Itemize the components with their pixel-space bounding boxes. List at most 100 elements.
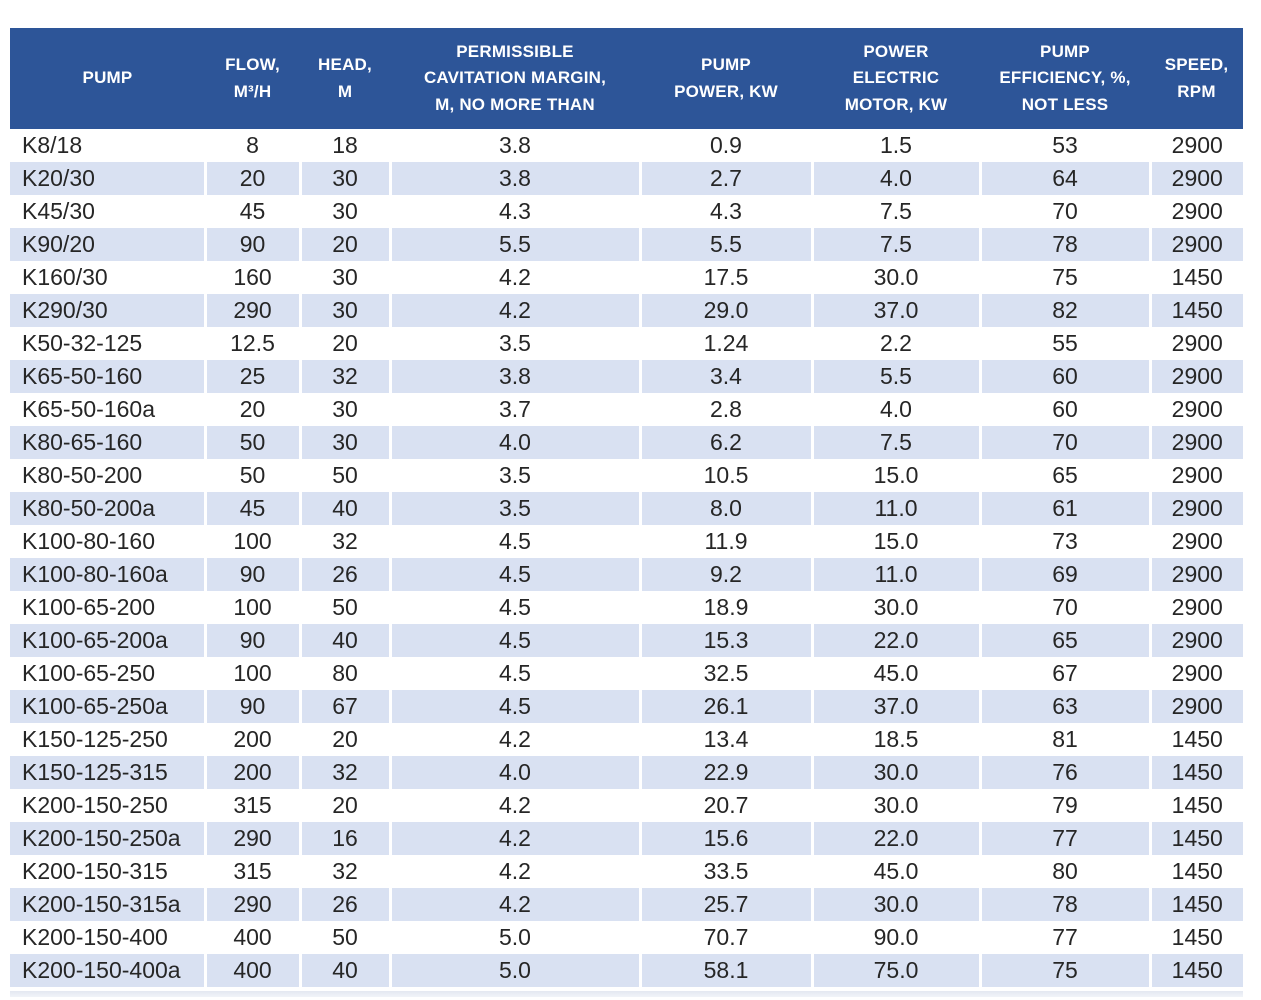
table-cell: 30 [300, 261, 392, 294]
table-cell: 4.5 [390, 558, 642, 591]
table-cell: 30 [300, 426, 392, 459]
table-cell: 4.5 [390, 591, 642, 624]
table-cell: 82 [980, 294, 1152, 327]
table-cell: 78 [980, 228, 1152, 261]
table-row: K200-150-250a 290 16 4.2 15.6 22.0 77 1450 [10, 822, 1243, 855]
table-cell: 69 [980, 558, 1152, 591]
table-cell: 6.2 [640, 426, 814, 459]
table-cell: 40 [300, 954, 392, 987]
table-cell: 50 [300, 459, 392, 492]
table-cell: 20 [300, 789, 392, 822]
table-cell: 2900 [1171, 330, 1223, 356]
pump-spec-table: PUMP FLOW, M³/H HEAD, M PERMISSIBLE CAVITAT… [10, 28, 1243, 987]
table-cell: 4.5 [390, 525, 642, 558]
table-cell: 2.8 [640, 393, 814, 426]
table-cell: 2900 [1150, 690, 1243, 723]
table-cell: 75 [980, 261, 1152, 294]
table-row: K65-50-160a 20 30 3.7 2.8 4.0 60 2900 [10, 393, 1243, 426]
header-row: PUMP FLOW, M³/H HEAD, M PERMISSIBLE CAVITAT… [10, 28, 1243, 129]
table-cell: 13.4 [640, 723, 814, 756]
table-row: K100-80-160a 90 26 4.5 9.2 11.0 69 2900 [10, 558, 1243, 591]
table-cell: 45.0 [812, 657, 982, 690]
table-cell: 64 [980, 162, 1152, 195]
table-cell: 290 [205, 888, 302, 921]
pump-name-cell: K80-65-160 [10, 426, 207, 459]
table-cell: 10.5 [640, 459, 814, 492]
table-cell: 70 [980, 591, 1152, 624]
table-row: K100-80-160 100 32 4.5 11.9 15.0 73 2900 [10, 525, 1243, 558]
table-cell: 2.7 [640, 162, 814, 195]
table-cell: 20 [300, 327, 392, 360]
table-cell: 67 [980, 657, 1152, 690]
table-cell: 100 [205, 525, 302, 558]
table-cell: 29.0 [640, 294, 814, 327]
table-cell: 4.3 [390, 195, 642, 228]
table-cell: 16 [300, 822, 392, 855]
pump-name-cell: K200-150-315 [10, 855, 207, 888]
table-cell: 1450 [1171, 792, 1223, 818]
table-cell: 20 [205, 393, 302, 426]
table-cell: 100 [205, 657, 302, 690]
table-row: K80-50-200 50 50 3.5 10.5 15.0 65 2900 [10, 459, 1243, 492]
table-cell: 20 [205, 162, 302, 195]
table-cell: 60 [980, 360, 1152, 393]
table-cell: 290 [205, 822, 302, 855]
table-row: K8/18 8 18 3.8 0.9 1.5 53 2900 [10, 129, 1243, 162]
table-row: K65-50-160 25 32 3.8 3.4 5.5 60 2900 [10, 360, 1243, 393]
table-cell: 1450 [1171, 924, 1223, 950]
column-header: PUMP [10, 28, 205, 129]
table-cell: 1450 [1171, 264, 1223, 290]
table-cell: 81 [980, 723, 1152, 756]
table-cell: 5.0 [390, 921, 642, 954]
pump-name-cell: K100-80-160 [10, 525, 207, 558]
table-cell: 65 [980, 459, 1152, 492]
table-cell: 2900 [1171, 462, 1223, 488]
table-cell: 8.0 [640, 492, 814, 525]
table-row: K200-150-315a 290 26 4.2 25.7 30.0 78 1450 [10, 888, 1243, 921]
table-row: K150-125-315 200 32 4.0 22.9 30.0 76 1450 [10, 756, 1243, 789]
table-cell: 40 [300, 492, 392, 525]
table-cell: 50 [205, 426, 302, 459]
table-row: K100-65-200 100 50 4.5 18.9 30.0 70 2900 [10, 591, 1243, 624]
pump-name-cell: K100-65-250a [10, 690, 207, 723]
table-row: K80-65-160 50 30 4.0 6.2 7.5 70 2900 [10, 426, 1243, 459]
table-cell: 1450 [1150, 756, 1243, 789]
table-cell: 45 [205, 195, 302, 228]
pump-name-cell: K200-150-400 [10, 921, 207, 954]
table-cell: 32 [300, 756, 392, 789]
pump-name-cell: K290/30 [10, 294, 207, 327]
table-row: K50-32-125 12.5 20 3.5 1.24 2.2 55 2900 [10, 327, 1243, 360]
table-cell: 32 [300, 855, 392, 888]
table-cell: 2900 [1150, 492, 1243, 525]
table-cell: 18 [300, 129, 392, 162]
table-cell: 4.2 [390, 294, 642, 327]
column-header: PUMP POWER, KW [640, 28, 812, 129]
table-cell: 80 [980, 855, 1152, 888]
pump-name-cell: K100-65-200a [10, 624, 207, 657]
table-row: K20/30 20 30 3.8 2.7 4.0 64 2900 [10, 162, 1243, 195]
table-cell: 60 [980, 393, 1152, 426]
table-cell: 2900 [1150, 558, 1243, 591]
table-cell: 4.2 [390, 822, 642, 855]
table-cell: 55 [980, 327, 1152, 360]
table-cell: 3.8 [390, 162, 642, 195]
table-cell: 25.7 [640, 888, 814, 921]
table-cell: 53 [980, 129, 1152, 162]
table-row: K200-150-250 315 20 4.2 20.7 30.0 79 1450 [10, 789, 1243, 822]
table-cell: 50 [300, 921, 392, 954]
pump-name-cell: K65-50-160a [10, 393, 207, 426]
table-body: K8/18 8 18 3.8 0.9 1.5 53 2900 K20/30 20 30 3.8 2.7 4… [10, 129, 1243, 987]
table-cell: 9.2 [640, 558, 814, 591]
table-cell: 30.0 [812, 591, 982, 624]
table-cell: 3.7 [390, 393, 642, 426]
table-cell: 30.0 [812, 888, 982, 921]
table-cell: 32 [300, 360, 392, 393]
table-cell: 33.5 [640, 855, 814, 888]
table-cell: 2900 [1150, 228, 1243, 261]
table-cell: 50 [205, 459, 302, 492]
table-cell: 4.5 [390, 624, 642, 657]
table-cell: 5.5 [390, 228, 642, 261]
table-cell: 100 [205, 591, 302, 624]
table-cell: 11.0 [812, 558, 982, 591]
table-cell: 4.2 [390, 723, 642, 756]
